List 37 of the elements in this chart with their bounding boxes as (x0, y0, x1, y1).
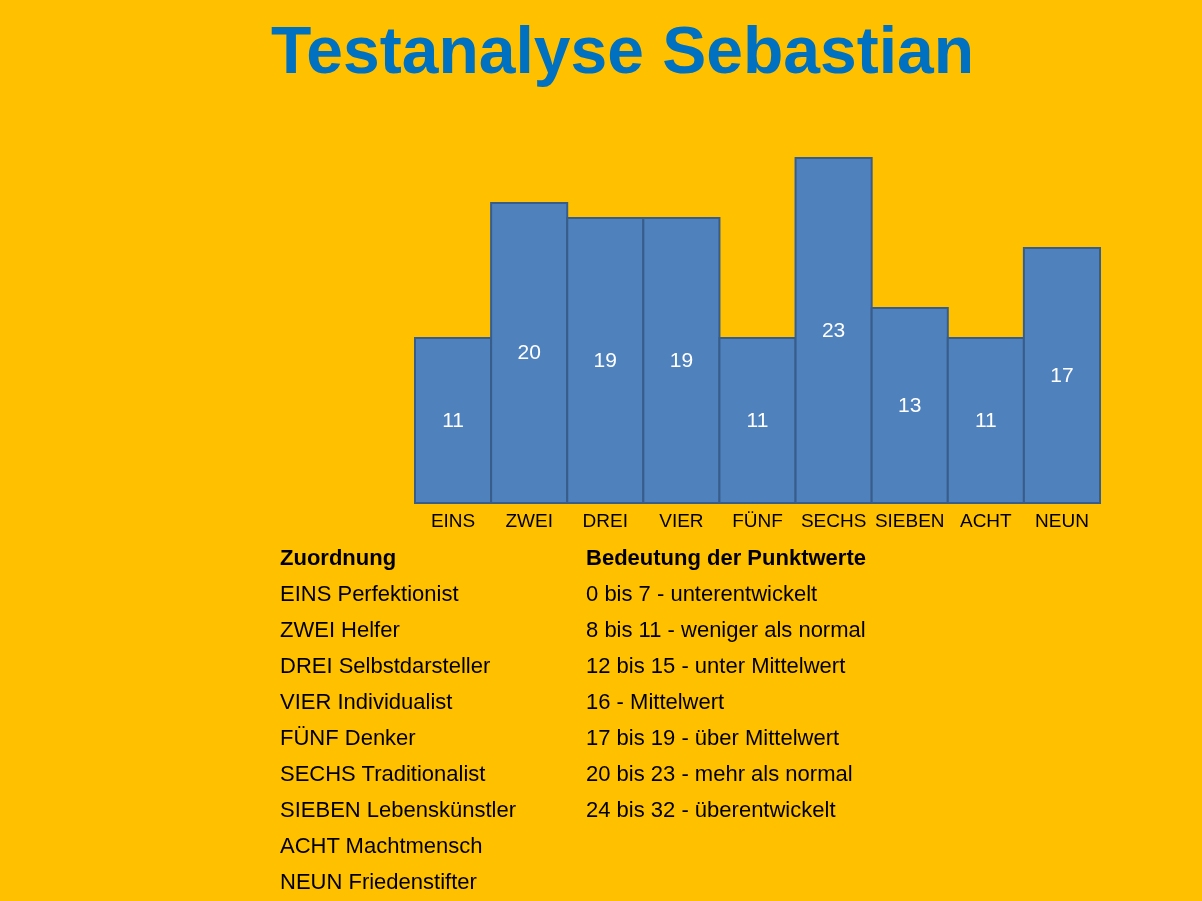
x-tick-label: NEUN (1035, 509, 1089, 531)
text: ACHT Machtmensch (280, 832, 484, 860)
data-label: 19 (669, 347, 694, 371)
text: 16 - Mittelwert (586, 688, 726, 716)
text: 0 bis 7 - unterentwickelt (586, 580, 819, 608)
x-tick-label: VIER (659, 509, 704, 531)
x-tick-label: SECHS (800, 509, 867, 531)
text: NEUN Friedenstifter (280, 868, 478, 896)
data-label: 11 (974, 407, 997, 431)
text: Bedeutung der Punktwerte (586, 544, 866, 572)
text: DREI Selbstdarsteller (280, 652, 492, 680)
x-tick-label: EINS (430, 509, 476, 531)
text: VIER Individualist (280, 688, 454, 716)
text: 20 bis 23 - mehr als normal (586, 760, 854, 788)
text: SIEBEN Lebenskünstler (280, 796, 517, 824)
data-label: 11 (746, 407, 769, 431)
text: 24 bis 32 - überentwickelt (586, 796, 837, 824)
x-tick-label: FÜNF (732, 509, 783, 531)
text: EINS Perfektionist (280, 580, 460, 608)
text: 17 bis 19 - über Mittelwert (586, 724, 841, 752)
text: SECHS Traditionalist (280, 760, 487, 788)
data-label: 19 (593, 347, 617, 371)
x-tick-label: SIEBEN (874, 509, 945, 531)
data-label: 13 (898, 392, 922, 416)
data-label: 11 (442, 407, 464, 431)
text: FÜNF Denker (280, 724, 417, 752)
text: Zuordnung (280, 544, 398, 572)
text: 8 bis 11 - weniger als normal (586, 616, 866, 644)
x-tick-label: ZWEI (505, 509, 553, 531)
data-label: 23 (821, 317, 846, 341)
x-tick-label: DREI (582, 509, 628, 531)
chart-title: Testanalyse Sebastian (270, 13, 975, 87)
text: 12 bis 15 - unter Mittelwert (586, 652, 847, 680)
data-label: 17 (1050, 362, 1074, 386)
text: ZWEI Helfer (280, 616, 401, 644)
data-label: 20 (517, 340, 541, 363)
x-tick-label: ACHT (959, 509, 1013, 531)
